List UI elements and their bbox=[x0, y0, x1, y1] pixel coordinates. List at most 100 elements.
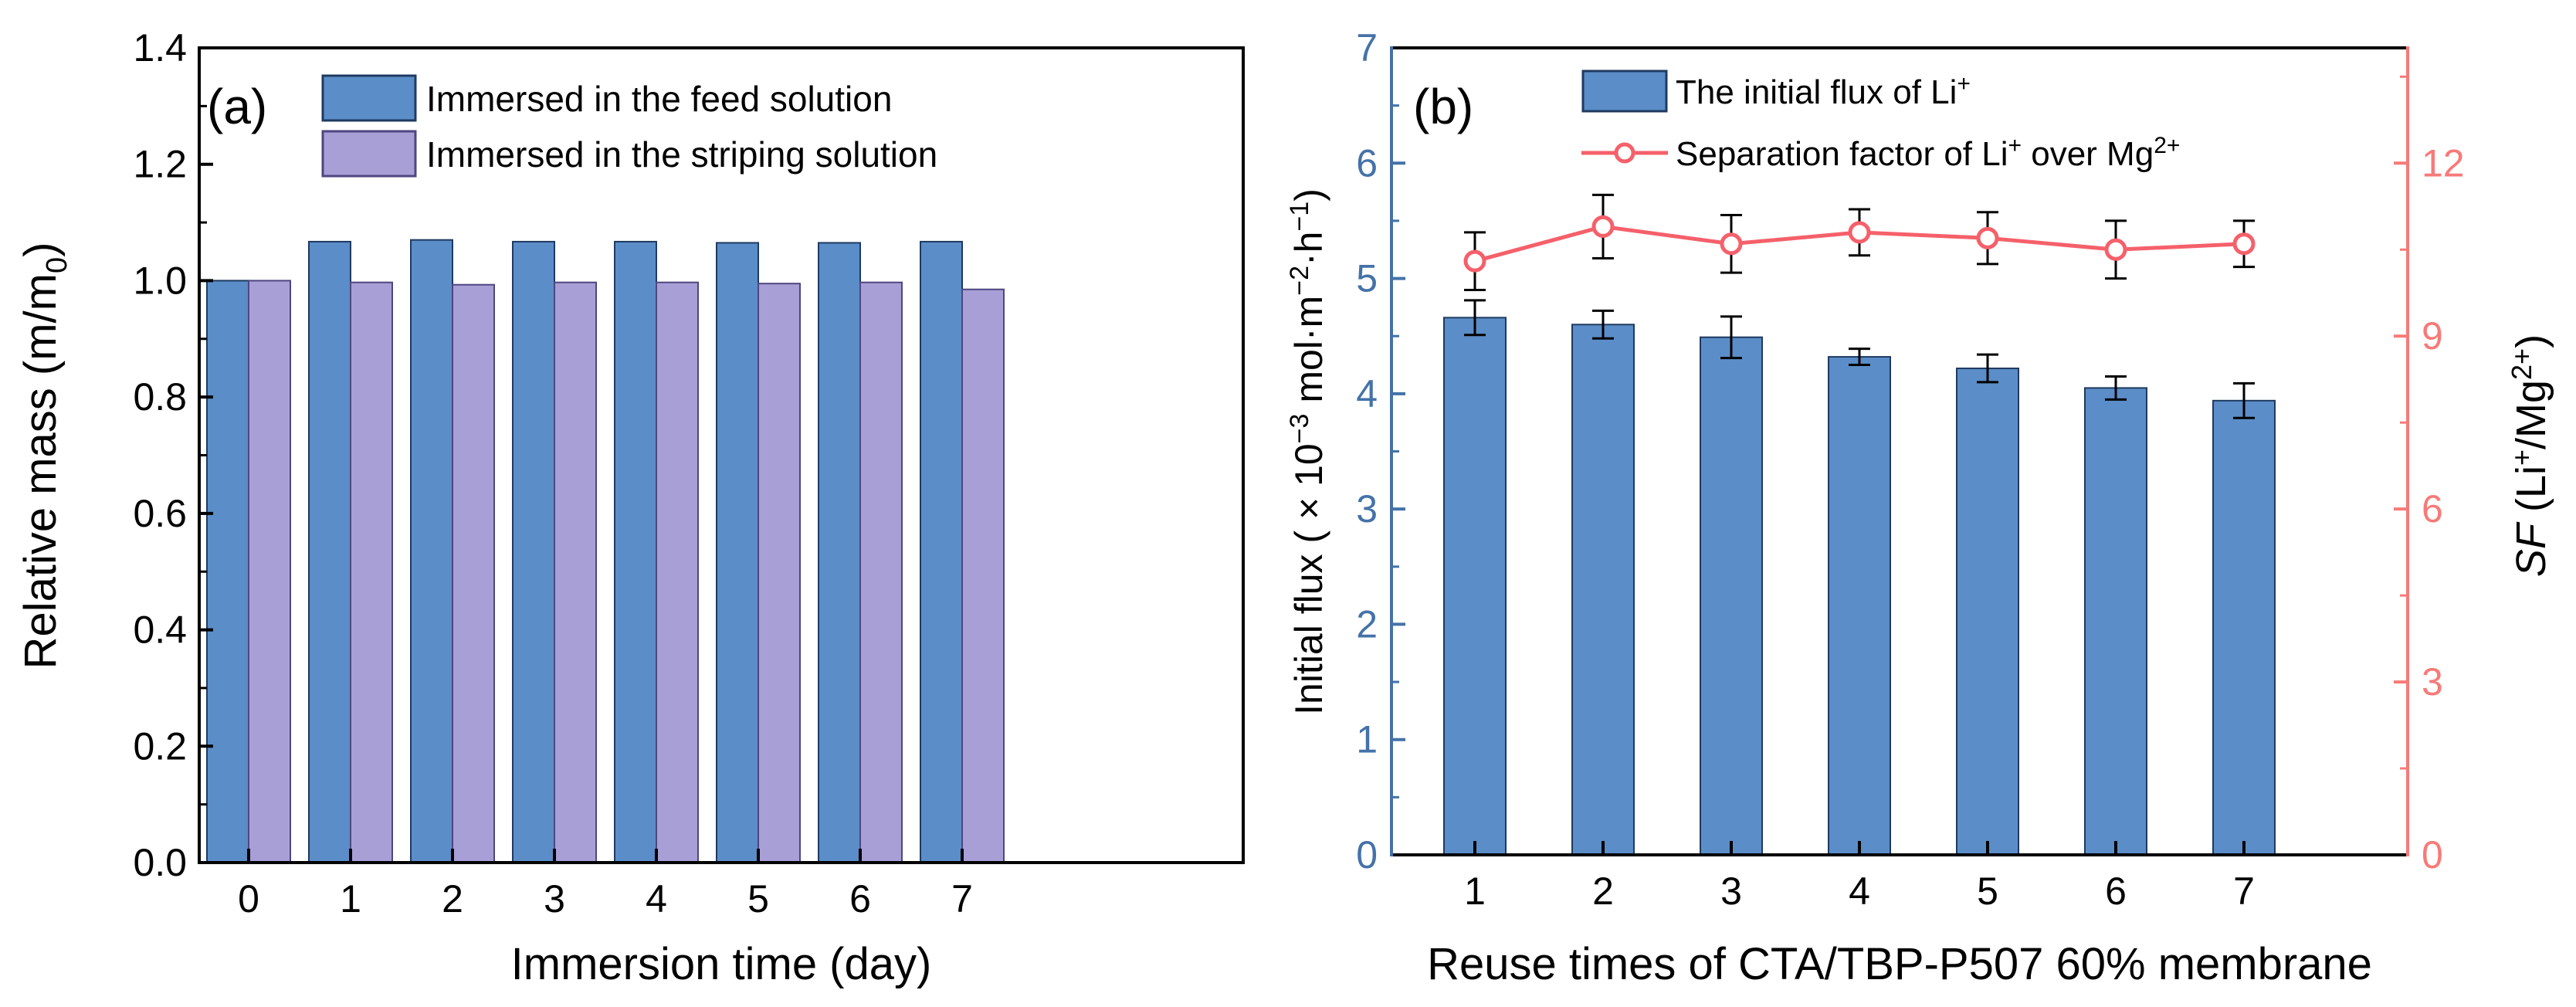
panel-a-label: (a) bbox=[207, 79, 267, 134]
panel-b-left-axis-title-e3: −1 bbox=[1285, 202, 1314, 232]
flux-bar-3 bbox=[1700, 336, 1763, 856]
bar-strip-day-3 bbox=[554, 281, 597, 864]
panel-a-legend-swatch-feed bbox=[321, 74, 417, 122]
x-tick-label: 7 bbox=[951, 877, 973, 921]
y-tick-label: 0.2 bbox=[133, 724, 187, 768]
bar-strip-day-7 bbox=[961, 288, 1005, 864]
flux-bar-2 bbox=[1571, 324, 1635, 856]
right-y-tick-label: 12 bbox=[2422, 141, 2465, 185]
panel-a-y-axis-title: Relative mass (m/m0) bbox=[15, 242, 73, 670]
bar-feed-day-1 bbox=[308, 240, 351, 864]
panel-b-left-axis-title-end: ) bbox=[1287, 188, 1330, 202]
panel-b-right-axis-title-e2: 2+ bbox=[2506, 348, 2537, 380]
left-y-tick-label: 0 bbox=[1356, 833, 1378, 876]
panel-a-legend-swatch-strip bbox=[321, 130, 417, 178]
panel-b-left-axis-ticks: 0 1 2 3 4 5 6 7 bbox=[1356, 26, 1405, 876]
y-tick-label: 0.8 bbox=[133, 375, 187, 419]
flux-bar-6 bbox=[2084, 387, 2147, 856]
sf-point-5 bbox=[1976, 226, 1999, 249]
x-tick-label: 2 bbox=[1592, 870, 1614, 913]
x-tick-label: 3 bbox=[544, 877, 565, 921]
panel-a-x-axis-ticks: 0 1 2 3 4 5 6 7 bbox=[238, 849, 973, 921]
panel-b-legend-swatch-flux bbox=[1581, 70, 1668, 113]
sf-point-3 bbox=[1720, 232, 1743, 256]
y-tick-label: 1.2 bbox=[133, 143, 187, 186]
panel-a-legend-label-strip: Immersed in the striping solution bbox=[426, 134, 937, 175]
bar-strip-day-2 bbox=[452, 283, 495, 864]
y-tick-label: 0.0 bbox=[133, 841, 187, 884]
panel-b-legend-label-sf-sup1: + bbox=[2008, 133, 2022, 158]
bar-feed-day-2 bbox=[410, 239, 453, 863]
panel-b-legend-label-sf-sup2: 2+ bbox=[2154, 133, 2180, 158]
bar-feed-day-6 bbox=[818, 242, 861, 864]
right-y-tick-label: 0 bbox=[2422, 833, 2443, 876]
panel-a-x-axis-title: Immersion time (day) bbox=[511, 939, 932, 989]
panel-b-label: (b) bbox=[1413, 79, 1473, 134]
panel-a-y-axis-title-end: ) bbox=[15, 242, 66, 257]
panel-a-bars bbox=[206, 239, 1005, 864]
panel-a-y-axis-title-sub: 0 bbox=[41, 257, 73, 273]
flux-bar-1 bbox=[1443, 317, 1507, 856]
x-tick-label: 4 bbox=[646, 877, 667, 921]
x-tick-label: 6 bbox=[849, 877, 871, 921]
y-tick-label: 1.4 bbox=[133, 26, 187, 70]
sf-point-6 bbox=[2104, 238, 2127, 261]
left-y-tick-label: 5 bbox=[1356, 257, 1378, 300]
panel-b-right-axis-title-pre: (Li bbox=[2508, 466, 2554, 524]
bar-strip-day-4 bbox=[656, 281, 699, 864]
panel-b-legend-label-flux: The initial flux of Li+ bbox=[1676, 71, 1971, 111]
bar-feed-day-5 bbox=[716, 242, 759, 864]
panel-b-legend-label-flux-sup: + bbox=[1957, 71, 1971, 97]
x-tick-label: 0 bbox=[238, 877, 259, 921]
bar-feed-day-3 bbox=[512, 240, 555, 864]
panel-a-chart: 0.0 0.2 0.4 0.6 0.8 1.0 1.2 1.4 0 1 2 3 4 5 6 7 (a) Im… bbox=[15, 26, 1245, 989]
panel-b-right-axis-title-e1: + bbox=[2506, 449, 2537, 466]
bar-strip-day-5 bbox=[758, 283, 801, 864]
left-y-tick-label: 2 bbox=[1356, 602, 1378, 646]
panel-b-legend-marker-sf bbox=[1614, 142, 1635, 164]
x-tick-label: 3 bbox=[1720, 870, 1742, 913]
panel-b-right-axis-ticks: 0 3 6 9 12 bbox=[2394, 75, 2465, 876]
x-tick-label: 5 bbox=[747, 877, 769, 921]
panel-b-legend-label-sf-pre: Separation factor of Li bbox=[1676, 135, 2008, 173]
flux-bar-5 bbox=[1956, 368, 2019, 856]
bar-strip-day-6 bbox=[859, 281, 903, 864]
panel-b-right-axis-title-end: ) bbox=[2508, 334, 2554, 348]
panel-b-left-axis-title-mid2: ·h bbox=[1287, 232, 1330, 266]
sf-point-1 bbox=[1463, 249, 1486, 273]
panel-b-flux-bars bbox=[1443, 299, 2276, 856]
panel-b-right-axis-title-mid: /Mg bbox=[2508, 380, 2554, 449]
left-y-tick-label: 6 bbox=[1356, 141, 1378, 185]
panel-b-right-axis-title: SF (Li+/Mg2+) bbox=[2506, 334, 2554, 577]
y-tick-label: 1.0 bbox=[133, 259, 187, 302]
panel-b-left-axis-title: Initial flux ( × 10−3 mol·m−2·h−1) bbox=[1285, 188, 1330, 715]
right-y-tick-label: 6 bbox=[2422, 487, 2443, 531]
x-tick-label: 4 bbox=[1849, 870, 1870, 913]
panel-b-left-axis-title-e2: −2 bbox=[1285, 266, 1314, 296]
panel-b-x-axis-ticks: 1 2 3 4 5 6 7 bbox=[1464, 841, 2255, 913]
y-tick-label: 0.6 bbox=[133, 492, 187, 535]
left-y-tick-label: 1 bbox=[1356, 718, 1378, 761]
x-tick-label: 7 bbox=[2233, 870, 2255, 913]
right-y-tick-label: 3 bbox=[2422, 660, 2443, 704]
panel-b-right-axis-title-sf: SF bbox=[2508, 521, 2554, 577]
panel-b-left-axis-title-pre: Initial flux ( × 10 bbox=[1287, 443, 1330, 715]
panel-b-x-axis-title: Reuse times of CTA/TBP-P507 60% membrane bbox=[1427, 939, 2372, 989]
panel-a-y-axis-ticks: 0.0 0.2 0.4 0.6 0.8 1.0 1.2 1.4 bbox=[133, 26, 213, 884]
x-tick-label: 1 bbox=[1464, 870, 1486, 913]
x-tick-label: 5 bbox=[1977, 870, 1998, 913]
sf-point-4 bbox=[1848, 221, 1871, 244]
panel-b-legend-label-sf: Separation factor of Li+ over Mg2+ bbox=[1676, 133, 2180, 173]
sf-point-2 bbox=[1591, 215, 1615, 238]
x-tick-label: 6 bbox=[2105, 870, 2127, 913]
right-y-tick-label: 9 bbox=[2422, 314, 2443, 358]
panel-b-sf-line bbox=[1463, 193, 2256, 291]
left-y-tick-label: 4 bbox=[1356, 372, 1378, 415]
panel-a-legend-label-feed: Immersed in the feed solution bbox=[426, 79, 892, 119]
bar-feed-day-7 bbox=[920, 240, 963, 864]
left-y-tick-label: 3 bbox=[1356, 487, 1378, 531]
flux-bar-7 bbox=[2212, 399, 2276, 856]
left-y-tick-label: 7 bbox=[1356, 26, 1378, 70]
panel-b-legend-label-sf-mid: over Mg bbox=[2022, 135, 2154, 173]
